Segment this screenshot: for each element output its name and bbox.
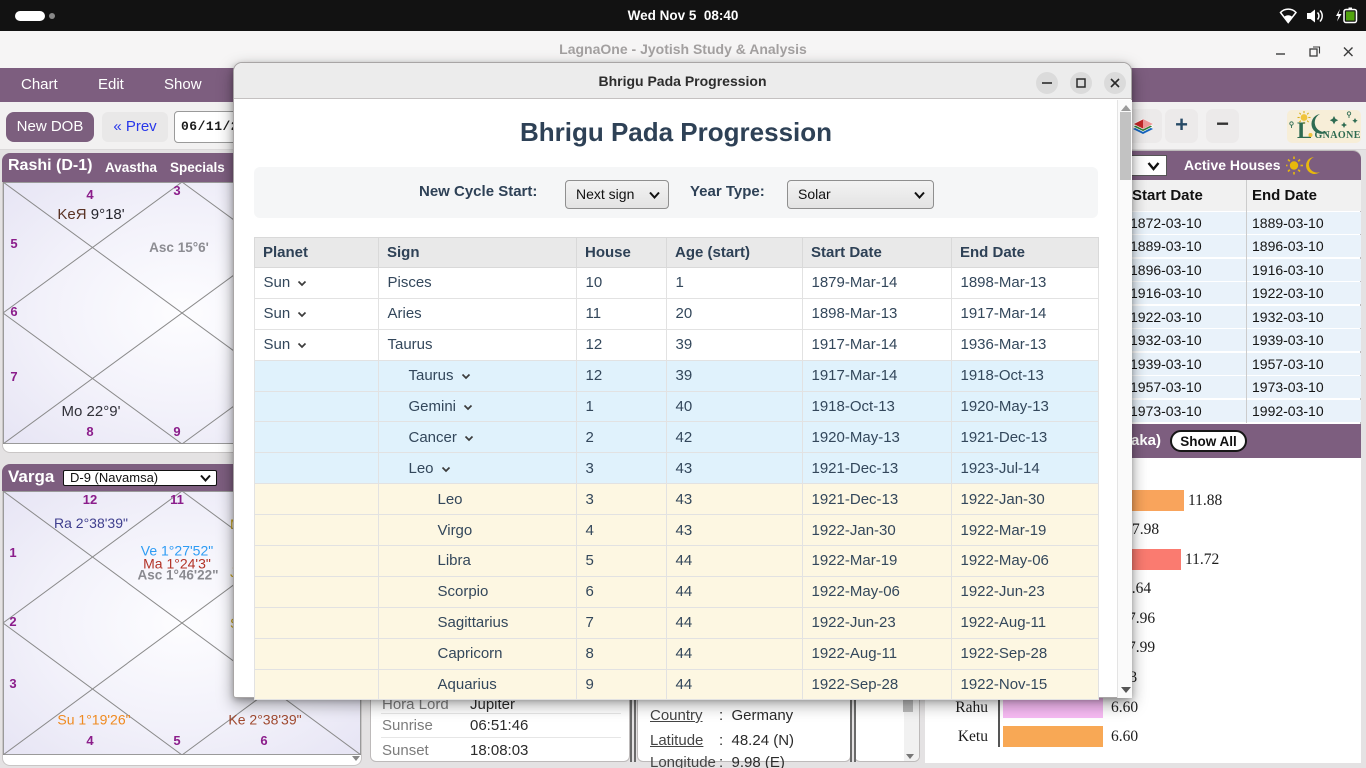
svg-text:12: 12 xyxy=(83,492,97,507)
svg-text:4: 4 xyxy=(86,187,94,202)
svg-text:8: 8 xyxy=(86,424,93,439)
svg-text:Asc 1°46'22": Asc 1°46'22" xyxy=(137,568,218,583)
svg-text:6: 6 xyxy=(10,304,17,319)
svg-text:3: 3 xyxy=(173,183,180,198)
svg-text:Su 1°19'26": Su 1°19'26" xyxy=(57,712,130,728)
svg-text:Asc 15°6': Asc 15°6' xyxy=(149,240,209,255)
svg-text:3: 3 xyxy=(9,676,16,691)
svg-text:4: 4 xyxy=(86,733,94,748)
svg-text:L: L xyxy=(1297,118,1312,143)
svg-text:6: 6 xyxy=(260,733,267,748)
svg-text:Ra 2°38'39": Ra 2°38'39" xyxy=(54,515,128,531)
svg-text:KeЯ 9°18': KeЯ 9°18' xyxy=(57,206,124,223)
svg-text:5: 5 xyxy=(10,236,17,251)
svg-text:GNAONE: GNAONE xyxy=(1315,130,1361,141)
svg-text:Ke 2°38'39": Ke 2°38'39" xyxy=(228,712,301,728)
svg-text:Ve 1°27'52": Ve 1°27'52" xyxy=(141,543,213,559)
svg-text:Mo 22°9': Mo 22°9' xyxy=(62,403,121,420)
svg-text:7: 7 xyxy=(10,369,17,384)
svg-text:1: 1 xyxy=(9,545,16,560)
svg-text:9: 9 xyxy=(173,424,180,439)
svg-text:5: 5 xyxy=(173,733,180,748)
svg-text:11: 11 xyxy=(170,492,184,507)
svg-text:2: 2 xyxy=(9,614,16,629)
svg-text:Ma 1°24'3": Ma 1°24'3" xyxy=(143,556,211,572)
